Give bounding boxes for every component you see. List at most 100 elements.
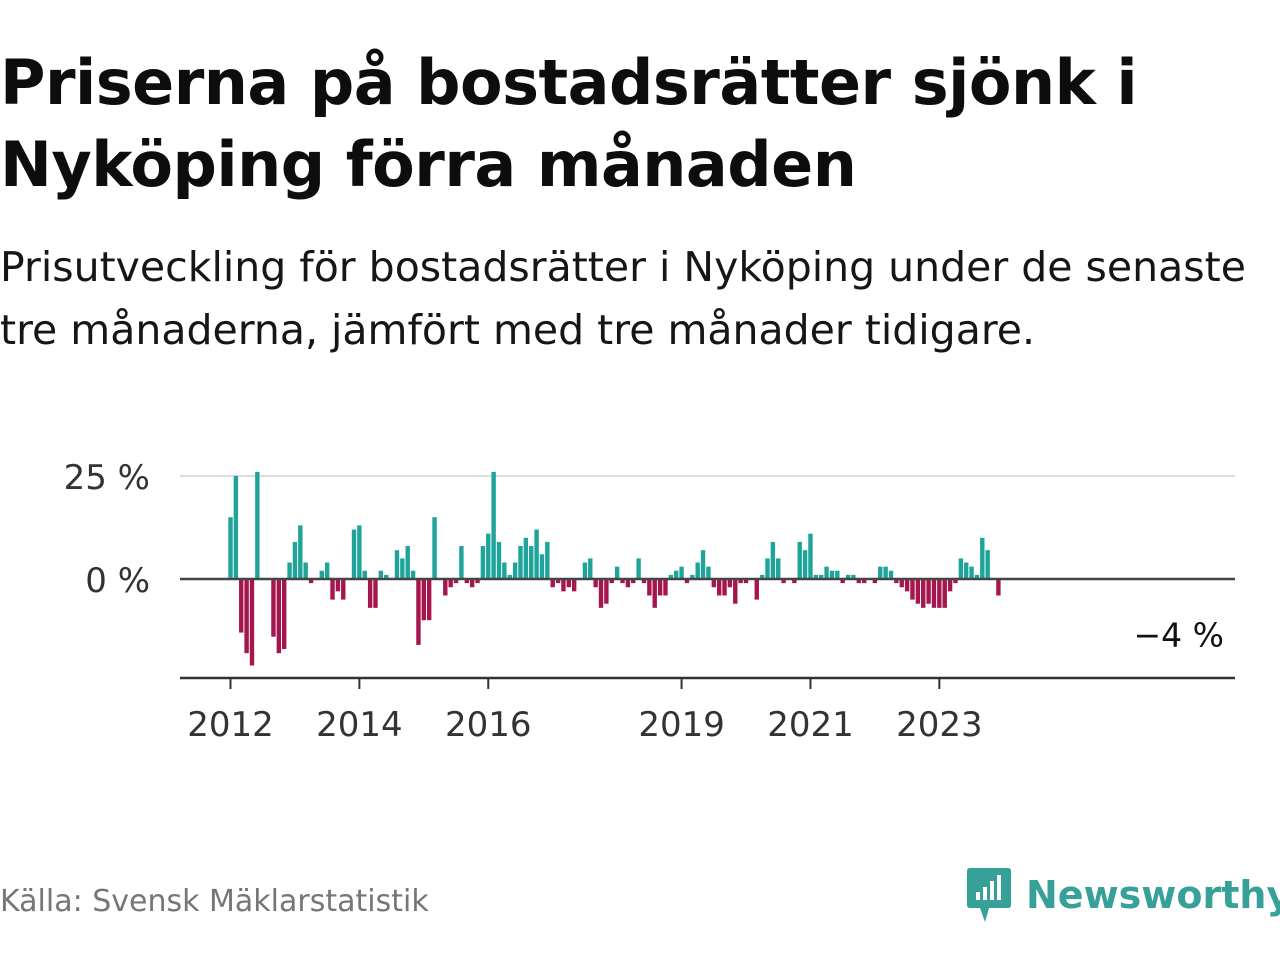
bar <box>824 566 829 579</box>
bar <box>491 471 496 579</box>
bar <box>942 579 947 608</box>
bar <box>969 566 974 579</box>
last-value-label: −4 % <box>1134 615 1225 654</box>
bar <box>684 579 690 584</box>
bar <box>904 579 910 592</box>
labels: 0 % 25 % 2012 2014 2016 2019 2021 2023 −4 % <box>64 458 1224 745</box>
bar <box>400 558 405 579</box>
bar <box>416 579 421 645</box>
bar <box>765 558 770 579</box>
bar <box>980 537 985 579</box>
bar <box>518 546 523 579</box>
bar <box>931 579 937 608</box>
bar <box>453 579 459 584</box>
bar <box>588 558 593 579</box>
bar <box>341 579 346 600</box>
bar <box>770 541 776 579</box>
bar <box>813 574 819 579</box>
bar <box>571 579 577 592</box>
bar <box>459 546 464 579</box>
bar <box>523 537 529 579</box>
bar <box>255 471 260 579</box>
bar <box>743 579 749 584</box>
bar <box>604 579 609 604</box>
x-tick-label: 2012 <box>187 705 274 745</box>
bar <box>663 579 668 596</box>
bar <box>367 579 373 608</box>
bar <box>432 517 437 579</box>
bar <box>926 579 931 604</box>
bar <box>394 550 400 579</box>
bar <box>706 566 711 579</box>
bar <box>555 579 561 584</box>
bar <box>303 562 308 579</box>
bar <box>759 574 765 579</box>
bar <box>872 579 878 584</box>
x-tick-label: 2014 <box>316 705 403 745</box>
bar <box>287 562 292 579</box>
bar <box>733 579 738 604</box>
bar <box>894 579 899 584</box>
bar <box>475 579 480 584</box>
y-tick-label: 0 % <box>85 561 150 601</box>
bar <box>840 579 845 584</box>
bar <box>292 541 298 579</box>
bar <box>502 562 507 579</box>
x-tick-label: 2019 <box>638 705 725 745</box>
newsworthy-logo[interactable]: Newsworthy <box>964 864 1280 926</box>
bar <box>754 579 759 600</box>
bar <box>582 562 588 579</box>
bar <box>985 550 990 579</box>
bar <box>851 574 856 579</box>
bar <box>249 579 255 666</box>
bar <box>958 558 964 579</box>
bar <box>674 570 679 579</box>
bar <box>239 579 244 633</box>
bar <box>550 579 555 588</box>
bar <box>861 579 867 584</box>
bar <box>727 579 733 588</box>
bar <box>561 579 566 592</box>
bar <box>829 570 835 579</box>
bar <box>738 579 743 584</box>
bar <box>480 546 486 579</box>
bar <box>357 525 362 579</box>
bar <box>700 550 706 579</box>
bar <box>351 529 357 579</box>
bar <box>319 570 324 579</box>
bar <box>496 541 502 579</box>
bar <box>963 562 969 579</box>
bar-chart: 0 % 25 % 2012 2014 2016 2019 2021 2023 −4 % <box>64 458 1235 745</box>
chart-subtitle: Prisutveckling för bostadsrätter i Nyköp… <box>0 243 1246 354</box>
bar <box>792 579 797 584</box>
bar <box>335 579 341 592</box>
bar <box>888 570 894 579</box>
bar <box>614 566 620 579</box>
bar <box>883 566 888 579</box>
bar <box>276 579 282 654</box>
bar <box>271 579 276 637</box>
bar <box>539 554 545 579</box>
bar <box>426 579 432 621</box>
bar <box>620 579 625 584</box>
x-tick-label: 2016 <box>445 705 532 745</box>
bar <box>405 546 410 579</box>
bar <box>657 579 663 596</box>
bar <box>647 579 652 596</box>
bar <box>690 574 695 579</box>
bars <box>228 471 1001 666</box>
bar <box>609 579 614 584</box>
bar <box>915 579 921 604</box>
bar <box>652 579 657 608</box>
bar <box>566 579 572 588</box>
bar <box>282 579 287 650</box>
bar <box>996 579 1001 596</box>
bar <box>797 541 802 579</box>
bar <box>679 566 684 579</box>
bar <box>641 579 647 584</box>
bar <box>802 550 808 579</box>
bar <box>947 579 953 592</box>
bar <box>233 476 239 579</box>
bar <box>819 574 824 579</box>
bar <box>244 579 249 654</box>
